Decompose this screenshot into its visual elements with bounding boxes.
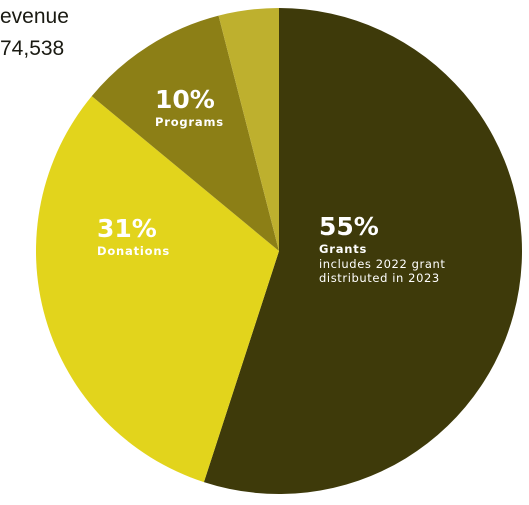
pie-slice-programs xyxy=(91,15,279,251)
slice-percent-grants: 55% xyxy=(319,212,379,241)
slice-name-grants: Grants xyxy=(319,242,367,256)
chart-title-line-1: evenue xyxy=(0,5,69,28)
slice-note-grants-2: distributed in 2023 xyxy=(319,271,440,285)
slice-percent-donations: 31% xyxy=(97,214,157,243)
pie-slice-donations xyxy=(35,96,279,483)
pie-slices xyxy=(35,7,523,494)
pie-slice-other xyxy=(218,7,279,251)
pie-slice-grants xyxy=(203,8,523,494)
slice-name-donations: Donations xyxy=(97,244,170,258)
slice-note-grants-1: includes 2022 grant xyxy=(319,257,446,271)
chart-title-line-2: 74,538 xyxy=(0,37,65,60)
slice-label-donations: 31%Donations xyxy=(97,214,170,258)
slice-percent-programs: 10% xyxy=(155,85,215,114)
slice-label-programs: 10%Programs xyxy=(155,85,224,129)
slice-name-programs: Programs xyxy=(155,115,224,129)
